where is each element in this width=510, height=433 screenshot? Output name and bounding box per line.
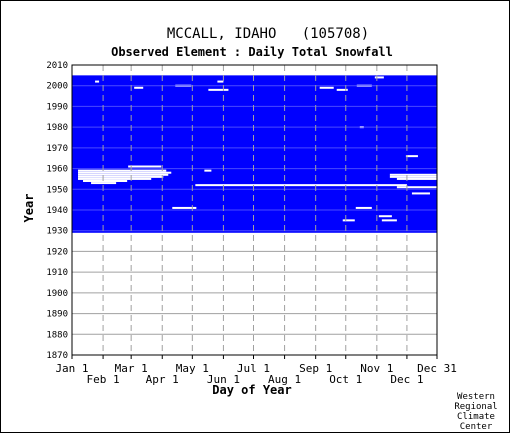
- missing-segment: [389, 173, 437, 176]
- x-tick-label: Sep 1: [299, 362, 332, 375]
- x-tick-label: Jul 1: [237, 362, 270, 375]
- missing-segment: [374, 76, 384, 79]
- y-tick-label: 1900: [46, 289, 68, 299]
- missing-segment: [217, 80, 224, 83]
- missing-segment: [342, 219, 355, 222]
- credit-line: Center: [460, 422, 493, 432]
- x-tick-label: Dec 31: [417, 362, 457, 375]
- chart-title: MCCALL, IDAHO (105708): [167, 26, 369, 42]
- plot-area: 2010 2000 1990 1980 1970 1960 1950 1940 1930 1920…: [46, 61, 457, 386]
- y-tick-label: 1990: [46, 102, 68, 112]
- missing-segment: [405, 155, 418, 158]
- missing-segment: [336, 88, 348, 91]
- credit-line: Western: [457, 392, 495, 402]
- missing-segment: [389, 175, 437, 178]
- x-tick-label: Nov 1: [360, 362, 393, 375]
- missing-segment: [78, 169, 167, 172]
- y-tick-label: 2010: [46, 61, 68, 71]
- x-tick-label: Dec 1: [390, 373, 423, 386]
- missing-segment: [378, 215, 392, 218]
- x-tick-label: Jun 1: [207, 373, 240, 386]
- x-tick-label: Jan 1: [55, 362, 88, 375]
- x-axis-label: Day of Year: [212, 383, 291, 397]
- missing-segment: [91, 182, 117, 185]
- chart-subtitle: Observed Element : Daily Total Snowfall: [111, 45, 393, 59]
- x-tick-label: Mar 1: [115, 362, 148, 375]
- missing-segment: [396, 186, 437, 189]
- missing-segment: [204, 169, 212, 172]
- y-tick-label: 1960: [46, 165, 68, 175]
- y-axis-label: Year: [22, 194, 36, 223]
- y-tick-label: 1910: [46, 268, 68, 278]
- x-tick-label: Feb 1: [87, 373, 120, 386]
- missing-segment: [78, 175, 164, 178]
- missing-segment: [128, 165, 162, 168]
- missing-segment: [411, 192, 430, 195]
- y-tick-label: 1920: [46, 247, 68, 257]
- x-tick-label: Oct 1: [329, 373, 362, 386]
- y-tick-label: 1930: [46, 227, 68, 237]
- x-tick-label: Aug 1: [268, 373, 301, 386]
- missing-segment: [78, 177, 152, 180]
- missing-segment: [172, 206, 197, 209]
- credit-line: Regional: [454, 402, 497, 412]
- plot-border: [71, 64, 438, 356]
- y-tick-label: 1980: [46, 123, 68, 133]
- y-tick-label: 1940: [46, 206, 68, 216]
- missing-segment: [78, 171, 172, 174]
- credit-line: Climate: [457, 412, 495, 422]
- missing-segment: [95, 80, 100, 83]
- missing-segment: [319, 86, 334, 89]
- y-tick-label: 1970: [46, 144, 68, 154]
- y-tick-label: 1880: [46, 330, 68, 340]
- record-block: [72, 75, 437, 233]
- y-tick-label: 1890: [46, 310, 68, 320]
- y-tick-label: 1950: [46, 185, 68, 195]
- missing-segment: [355, 206, 372, 209]
- wrcc-credit: Western Regional Climate Center: [454, 392, 497, 432]
- y-tick-label: 1870: [46, 351, 68, 361]
- missing-segment: [208, 88, 229, 91]
- x-tick-label: May 1: [176, 362, 209, 375]
- missing-segment: [195, 184, 407, 187]
- missing-segment: [83, 180, 128, 182]
- missing-segment: [381, 219, 397, 222]
- y-tick-label: 2000: [46, 82, 68, 92]
- missing-segment: [134, 86, 144, 89]
- missing-segment: [78, 173, 169, 176]
- missing-segment: [396, 177, 437, 180]
- x-tick-label: Apr 1: [146, 373, 179, 386]
